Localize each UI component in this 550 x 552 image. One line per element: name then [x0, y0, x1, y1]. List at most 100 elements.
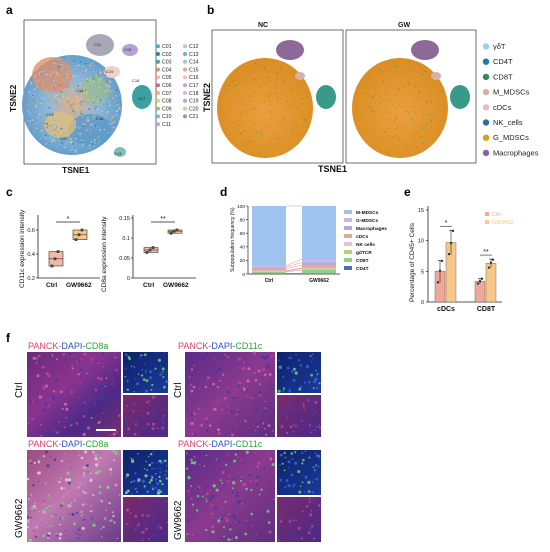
microscopy-speck [106, 485, 110, 489]
tsne-a-point [71, 88, 74, 90]
tsne-b-ylabel: TSNE2 [202, 83, 212, 112]
microscopy-speck [151, 383, 154, 387]
microscopy-speck [266, 459, 268, 461]
tsne-a-point [26, 91, 28, 94]
tsne-b-point [378, 72, 381, 74]
e-legend-swatch-ctrl [485, 212, 489, 216]
tsne-b-point [225, 89, 227, 92]
tsne-b-point [410, 138, 413, 141]
microscopy-speck [33, 461, 36, 464]
microscopy-speck [266, 452, 268, 454]
microscopy-speck [72, 522, 76, 526]
microscopy-speck [109, 519, 112, 523]
microscopy-speck [219, 379, 222, 382]
tsne-a-point [98, 86, 101, 89]
microscopy-speck [79, 533, 81, 536]
tsne-a-cluster-blob [32, 57, 72, 93]
tsne-b-point [388, 123, 390, 125]
tsne-a-point [89, 79, 92, 82]
microscopy-speck [166, 500, 168, 502]
tsne-a-point [81, 116, 84, 119]
tsne-b-point [259, 84, 262, 87]
microscopy-speck [291, 458, 294, 461]
tsne-b-point [284, 129, 287, 131]
tsne-a-point [74, 149, 77, 151]
d-legend-label: gdTCR [356, 250, 372, 256]
tsne-b-point [228, 84, 230, 87]
tsne-a-point [77, 90, 80, 93]
microscopy-speck [73, 390, 74, 392]
microscopy-speck [33, 530, 35, 532]
microscopy-speck [205, 428, 209, 432]
microscopy-speck [191, 503, 195, 506]
tsne-a-point [81, 143, 83, 146]
microscopy-speck [285, 431, 289, 435]
cluster-legend-label: C17 [189, 83, 199, 89]
d-bar-segment [302, 273, 336, 274]
tsne-a-point [49, 75, 52, 78]
tsne-a-point [101, 111, 104, 114]
microscopy-speck [114, 451, 119, 456]
microscopy-speck [53, 458, 57, 462]
tsne-a-point [109, 90, 112, 92]
microscopy-speck [306, 491, 308, 493]
tsne-a-point [75, 70, 78, 72]
tsne-b-point [283, 116, 285, 119]
microscopy-speck [151, 467, 153, 470]
tsne-a-points [22, 34, 152, 157]
tsne-a-point [46, 131, 49, 133]
tsne-a-point [113, 91, 116, 93]
microscopy-speck [283, 469, 286, 472]
microscopy-speck [217, 416, 219, 418]
microscopy-speck [87, 403, 90, 407]
microscopy-speck [237, 384, 241, 388]
tsne-b-point [355, 108, 358, 111]
microscopy-speck [86, 372, 89, 375]
microscopy-speck [256, 475, 259, 479]
tsne-b-point [434, 127, 437, 129]
tsne-b-point [253, 108, 256, 110]
microscopy-speck [292, 519, 295, 522]
microscopy-speck [277, 403, 281, 406]
microscopy-speck [185, 452, 189, 455]
microscopy-speck [202, 463, 205, 466]
tsne-b-point [232, 80, 235, 83]
tsne-a-point [98, 76, 101, 79]
tsne-b-point [440, 87, 443, 90]
microscopy-speck [256, 425, 259, 428]
tsne-b-point [258, 86, 260, 88]
tsne-b-point [257, 76, 260, 79]
microscopy-speck [49, 354, 52, 357]
microscopy-speck [301, 420, 303, 422]
c-point [169, 231, 173, 235]
microscopy-speck [250, 397, 253, 400]
microscopy-speck [163, 417, 165, 419]
tsne-a-point [93, 105, 96, 107]
microscopy-speck [308, 456, 311, 459]
e-point [480, 277, 484, 280]
microscopy-speck [30, 516, 33, 519]
c-sig-label: * [67, 216, 70, 223]
microscopy-speck [193, 399, 195, 402]
microscopy-speck [132, 479, 136, 483]
microscopy-speck [112, 449, 116, 453]
microscopy-speck [221, 458, 224, 460]
microscopy-speck [27, 526, 30, 529]
tsne-a-point [70, 137, 73, 140]
microscopy-speck [309, 414, 311, 417]
microscopy-speck [268, 373, 272, 376]
tsne-b-point [379, 136, 381, 139]
microscopy-speck [211, 513, 213, 515]
d-legend-label: CD4T [356, 266, 369, 272]
tsne-a-point [115, 110, 117, 113]
d-ytick-label: 40 [240, 245, 246, 251]
tsne-a-point [82, 124, 84, 127]
tsne-a-point [97, 100, 100, 102]
tsne-b-point [281, 75, 284, 77]
microscopy-speck [246, 379, 250, 383]
cluster-legend-dot [183, 52, 187, 56]
chart-cd11c: CD11c expression intensity Ctrl GW9662 0… [19, 209, 100, 289]
tsne-b-point [255, 131, 258, 134]
tsne-b-point [296, 133, 298, 136]
d-legend-label: M-MDSCs [356, 210, 379, 216]
